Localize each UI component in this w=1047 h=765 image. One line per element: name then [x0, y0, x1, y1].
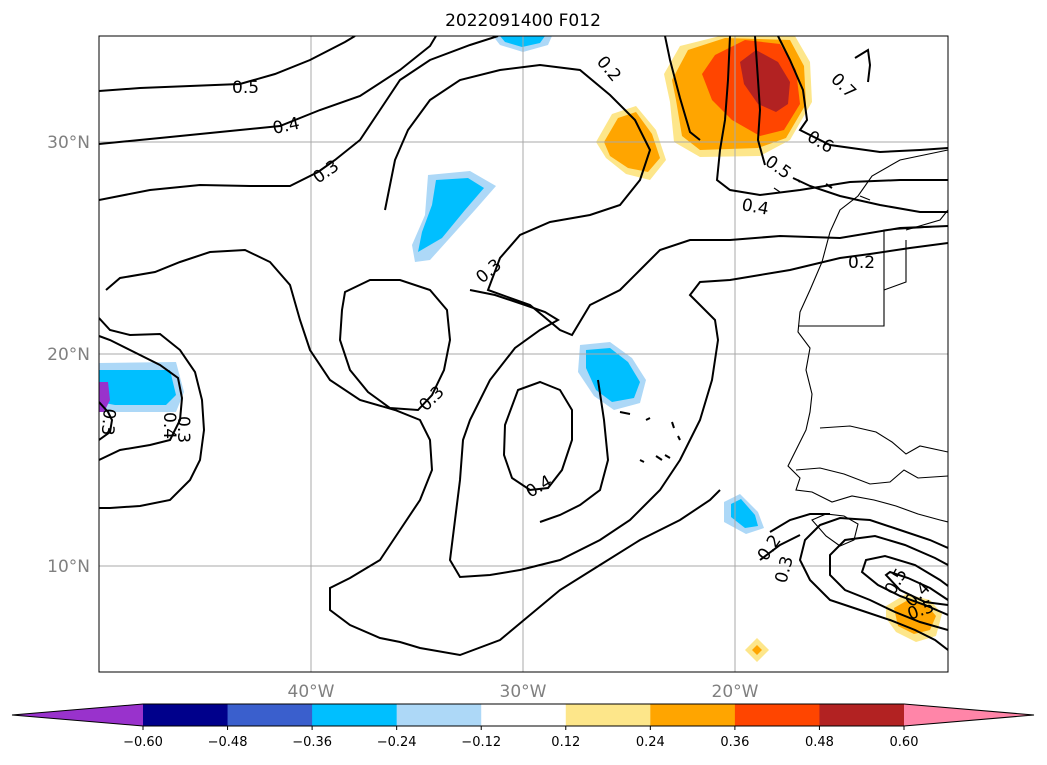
colorbar-segment [312, 704, 398, 726]
colorbar-segment [819, 704, 905, 726]
colorbar-extend-low [12, 704, 143, 726]
figure-title: 2022091400 F012 [445, 11, 601, 31]
colorbar-tick-label: −0.24 [377, 735, 417, 750]
longitude-labels: 40°W 30°W 20°W [288, 682, 759, 702]
colorbar-tick-label: −0.60 [123, 735, 163, 750]
lon-label: 40°W [288, 682, 335, 702]
contour-label: 0.3 [173, 416, 193, 443]
colorbar-segment [143, 704, 229, 726]
lat-label: 20°N [47, 345, 90, 365]
colorbar-tick-label: 0.12 [551, 735, 580, 750]
colorbar-tick-label: 0.60 [890, 735, 919, 750]
colorbar-segment [481, 704, 567, 726]
colorbar: −0.60 −0.48 −0.36 −0.24 −0.12 0.12 0.24 0.36 0.4… [11, 703, 1035, 750]
colorbar-tick-label: −0.36 [292, 735, 332, 750]
colorbar-segment [734, 704, 820, 726]
latitude-labels: 30°N 20°N 10°N [47, 133, 90, 577]
contour-label: 0.2 [848, 253, 875, 273]
colorbar-tick-label: −0.12 [461, 735, 501, 750]
contour-label: 0.4 [159, 412, 179, 439]
colorbar-tick-label: 0.48 [805, 735, 834, 750]
contour-label: 0.4 [740, 195, 770, 219]
colorbar-segment [650, 704, 736, 726]
colorbar-segment [396, 704, 482, 726]
lon-label: 30°W [500, 682, 547, 702]
colorbar-segment [565, 704, 651, 726]
lat-label: 10°N [47, 557, 90, 577]
contour-label: 0.5 [232, 78, 259, 98]
lon-label: 20°W [712, 682, 759, 702]
colorbar-tick-label: 0.36 [720, 735, 749, 750]
lat-label: 30°N [47, 133, 90, 153]
contour-lines [99, 36, 948, 657]
gridlines [99, 36, 948, 672]
colorbar-extend-high [904, 704, 1034, 726]
colorbar-tick-label: −0.48 [208, 735, 248, 750]
map-frame [98, 35, 949, 673]
colorbar-segment [227, 704, 313, 726]
colorbar-tick-label: 0.24 [636, 735, 665, 750]
contour-label: 0.3 [97, 408, 119, 437]
